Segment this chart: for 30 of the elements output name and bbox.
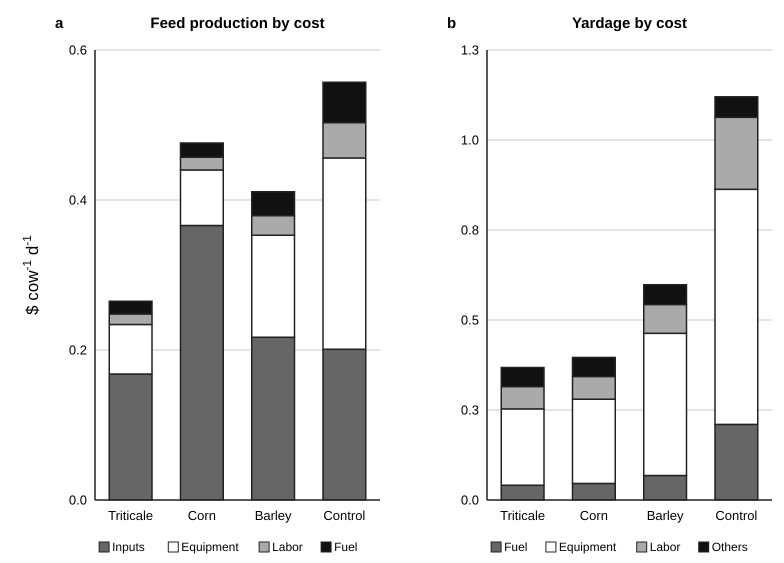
chart-title: Yardage by cost [572,15,688,32]
legend-label: Fuel [504,540,528,554]
legend-label: Inputs [112,540,145,554]
legend-label: Equipment [558,540,617,554]
text: b [447,15,456,32]
y-tick-label: 0.5 [460,312,479,328]
y-tick-label: 0.0 [68,492,87,508]
legend-label: Labor [272,540,303,554]
text: a [55,15,64,32]
y-tick-label: 0.2 [68,342,87,358]
x-tick-label: Barley [254,508,292,523]
legend-label: Labor [650,540,680,554]
x-tick-label: Triticale [108,508,154,523]
x-tick-label: Barley [646,508,684,523]
x-tick-label: Control [715,508,758,523]
x-tick-label: Corn [580,508,608,523]
y-tick-label: 0.3 [460,402,479,418]
y-tick-label: 1.0 [460,132,479,148]
y-tick-label: 0.8 [460,222,479,238]
y-tick-label: 0.0 [460,492,479,508]
legend-label: Equipment [181,540,240,554]
legend-label: Others [712,540,748,554]
legend-label: Fuel [334,540,358,554]
x-tick-label: Control [323,508,366,523]
chart-title: Feed production by cost [150,15,325,32]
x-tick-label: Corn [188,508,216,523]
x-tick-label: Triticale [500,508,546,523]
y-tick-label: 1.3 [460,42,479,58]
y-tick-label: 0.6 [68,42,87,58]
y-tick-label: 0.4 [68,192,87,208]
